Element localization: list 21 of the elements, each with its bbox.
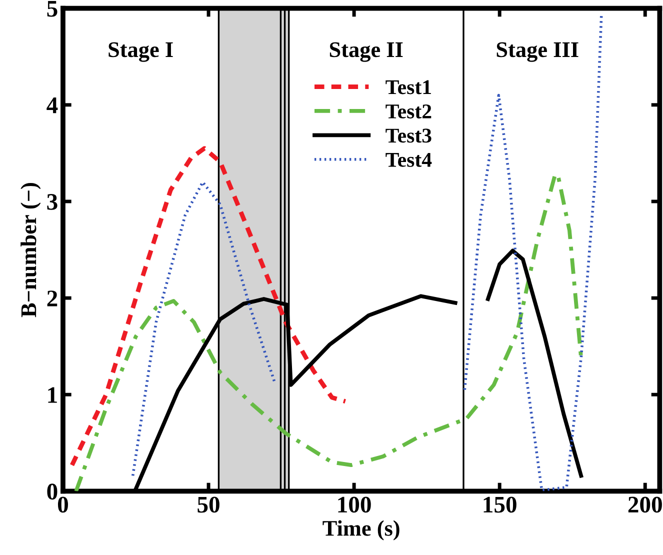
annotation: Stage II <box>330 42 403 62</box>
y-tick-label: 3 <box>47 194 58 210</box>
y-tick-label: 1 <box>48 387 57 403</box>
annotation: Stage III <box>496 42 578 62</box>
y-tick-label: 5 <box>47 1 58 17</box>
legend-label: Test2 <box>386 104 432 118</box>
x-tick-label: 50 <box>198 496 220 513</box>
line-series <box>70 146 348 468</box>
x-tick-label: 0 <box>58 496 68 513</box>
y-tick-label: 4 <box>46 98 58 114</box>
annotation: Stage I <box>108 42 173 62</box>
y-tick-label: 0 <box>47 484 58 500</box>
legend-label: Test4 <box>386 152 432 167</box>
legend-label: Test1 <box>386 80 431 94</box>
y-tick-label: 2 <box>47 290 58 306</box>
x-axis-title: Time (s) <box>322 520 400 540</box>
legend-label: Test3 <box>386 128 432 143</box>
y-axis-title: B−number (−) <box>20 183 41 318</box>
x-tick-label: 150 <box>484 496 516 513</box>
x-tick-label: 200 <box>628 496 662 513</box>
x-tick-label: 100 <box>338 496 371 513</box>
